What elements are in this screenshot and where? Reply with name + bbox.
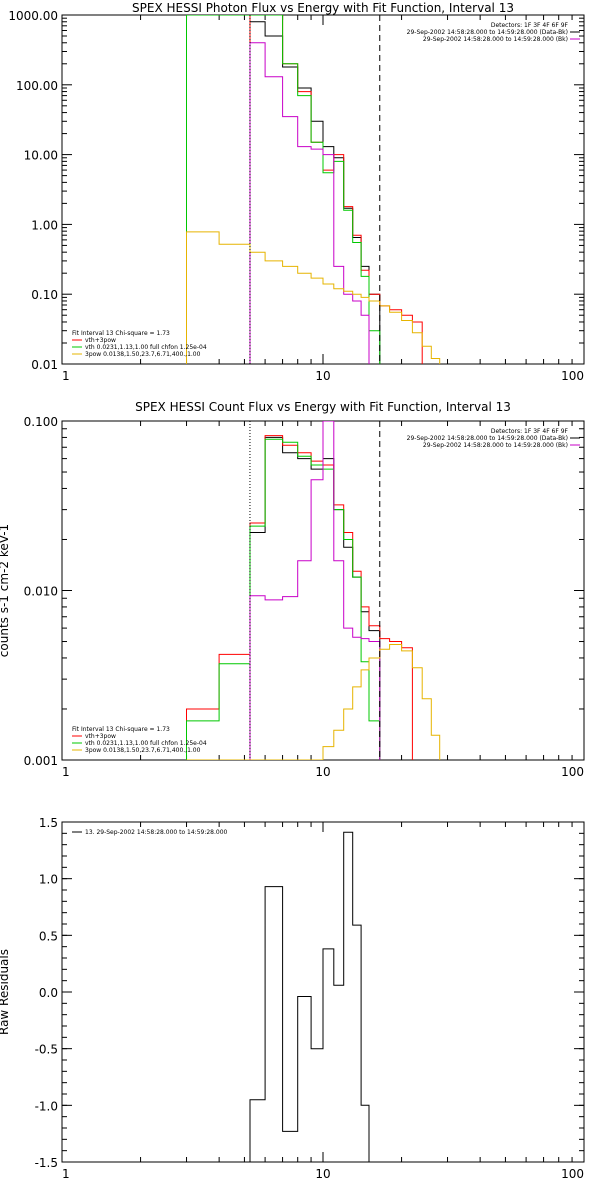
- series-line: [249, 421, 381, 760]
- y-tick-label: 0.100: [24, 415, 58, 429]
- series-line: [186, 644, 441, 760]
- x-tick-label: 100: [561, 369, 584, 383]
- legend-entry: Fit Interval 13 Chi-square = 1.73: [72, 330, 170, 337]
- series-line: [249, 436, 381, 760]
- legend-entry: 3pow 0.0138,1.50,23.7,6.71,400.,1.00: [85, 747, 201, 754]
- residuals-panel: 1 10 100 -1.5 -1.0 -0.5 0.0 0.5 1.0 1.5 Raw Residu…: [0, 816, 585, 1181]
- chart-title: SPEX HESSI Photon Flux vs Energy with Fi…: [132, 1, 514, 15]
- y-tick-label: 0.01: [31, 358, 58, 372]
- x-tick-label: 1: [62, 1167, 70, 1181]
- y-tick-label: -1.0: [35, 1099, 58, 1113]
- legend-entry: Fit Interval 13 Chi-square = 1.73: [72, 726, 170, 733]
- legend-entry: vth 0.0231,1.13,1.00 full chfon 1.25e-04: [85, 344, 207, 351]
- photon-flux-panel: SPEX HESSI Photon Flux vs Energy with Fi…: [8, 1, 585, 383]
- series-line: [249, 21, 381, 364]
- chart-title: SPEX HESSI Count Flux vs Energy with Fit…: [135, 400, 511, 414]
- y-tick-label: 0.001: [24, 754, 58, 768]
- y-tick-label: 1.00: [31, 218, 58, 232]
- y-tick-label: 1000.00: [8, 9, 58, 23]
- legend-entry: vth+3pow: [85, 733, 116, 740]
- y-axis-label: Raw Residuals: [0, 949, 11, 1035]
- y-tick-label: 0.0: [39, 986, 58, 1000]
- count-flux-panel: SPEX HESSI Count Flux vs Energy with Fit…: [0, 400, 585, 779]
- info-line: 29-Sep-2002 14:58:28.000 to 14:59:28.000…: [423, 442, 568, 449]
- y-tick-label: 0.5: [39, 929, 58, 943]
- plot-area: [249, 831, 370, 1162]
- x-tick-label: 10: [315, 1167, 330, 1181]
- x-tick-label: 1: [62, 765, 70, 779]
- legend-entry: 3pow 0.0138,1.50,23.7,6.71,400.,1.00: [85, 351, 201, 358]
- legend-entry: vth+3pow: [85, 337, 116, 344]
- plot-frame: [61, 14, 585, 365]
- info-line: 29-Sep-2002 14:58:28.000 to 14:59:28.000…: [423, 36, 568, 43]
- y-tick-label: -0.5: [35, 1043, 58, 1057]
- series-line: [186, 438, 381, 760]
- series-line: [186, 231, 441, 364]
- y-tick-label: 0.010: [24, 585, 58, 599]
- y-tick-label: 100.00: [16, 79, 58, 93]
- series-line: [249, 15, 423, 364]
- legend-entry: 13. 29-Sep-2002 14:58:28.000 to 14:59:28…: [85, 829, 228, 836]
- plot-area: [186, 15, 441, 364]
- x-tick-label: 100: [561, 765, 584, 779]
- series-line: [249, 42, 370, 364]
- info-line: Detectors: 1F 3F 4F 6F 9F: [491, 22, 569, 29]
- y-tick-label: 1.0: [39, 873, 58, 887]
- y-tick-label: 10.00: [24, 149, 58, 163]
- series-line: [186, 15, 381, 364]
- x-tick-label: 10: [315, 369, 330, 383]
- y-tick-label: -1.5: [35, 1156, 58, 1170]
- info-line: Detectors: 1F 3F 4F 6F 9F: [491, 428, 569, 435]
- info-line: 29-Sep-2002 14:58:28.000 to 14:59:28.000…: [407, 435, 568, 442]
- x-tick-label: 100: [561, 1167, 584, 1181]
- plot-area: [186, 421, 441, 760]
- y-tick-label: 0.10: [31, 288, 58, 302]
- y-tick-label: 1.5: [39, 816, 58, 830]
- legend-entry: vth 0.0231,1.13,1.00 full chfon 1.25e-04: [85, 740, 207, 747]
- x-tick-label: 10: [315, 765, 330, 779]
- series-line: [186, 435, 413, 760]
- y-axis-label: counts s-1 cm-2 keV-1: [0, 524, 11, 657]
- series-line: [249, 831, 370, 1162]
- x-tick-label: 1: [62, 369, 70, 383]
- info-line: 29-Sep-2002 14:58:28.000 to 14:59:28.000…: [407, 29, 568, 36]
